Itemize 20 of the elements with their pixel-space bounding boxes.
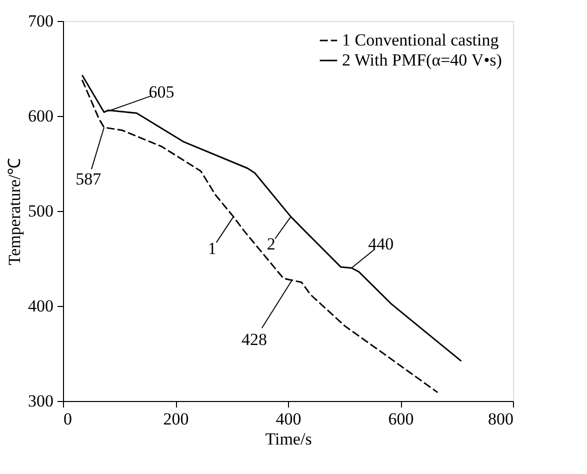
annotation: 2: [266, 234, 276, 254]
annotation: 440: [368, 234, 394, 254]
x-tick-label: 400: [276, 410, 302, 428]
x-tick-label: 800: [488, 410, 514, 428]
y-tick-label: 600: [28, 106, 54, 126]
x-axis-title: Time/s: [265, 430, 312, 448]
annotation: 605: [148, 82, 174, 102]
y-axis-title: Temperature/℃: [5, 158, 24, 266]
annotation: 428: [242, 330, 267, 350]
y-tick-label: 300: [28, 392, 54, 410]
legend-label: 2 With PMF(α=40 V•s): [342, 50, 502, 70]
annotation: 587: [76, 170, 102, 189]
y-tick-label: 700: [28, 12, 54, 30]
y-tick-label: 500: [28, 202, 54, 220]
y-tick-label: 400: [28, 296, 54, 316]
x-tick-label: 200: [163, 410, 189, 428]
x-tick-label: 600: [388, 410, 414, 428]
annotation: 1: [208, 239, 216, 258]
x-tick-label: 0: [64, 410, 72, 428]
legend-label: 1 Conventional casting: [342, 30, 500, 50]
